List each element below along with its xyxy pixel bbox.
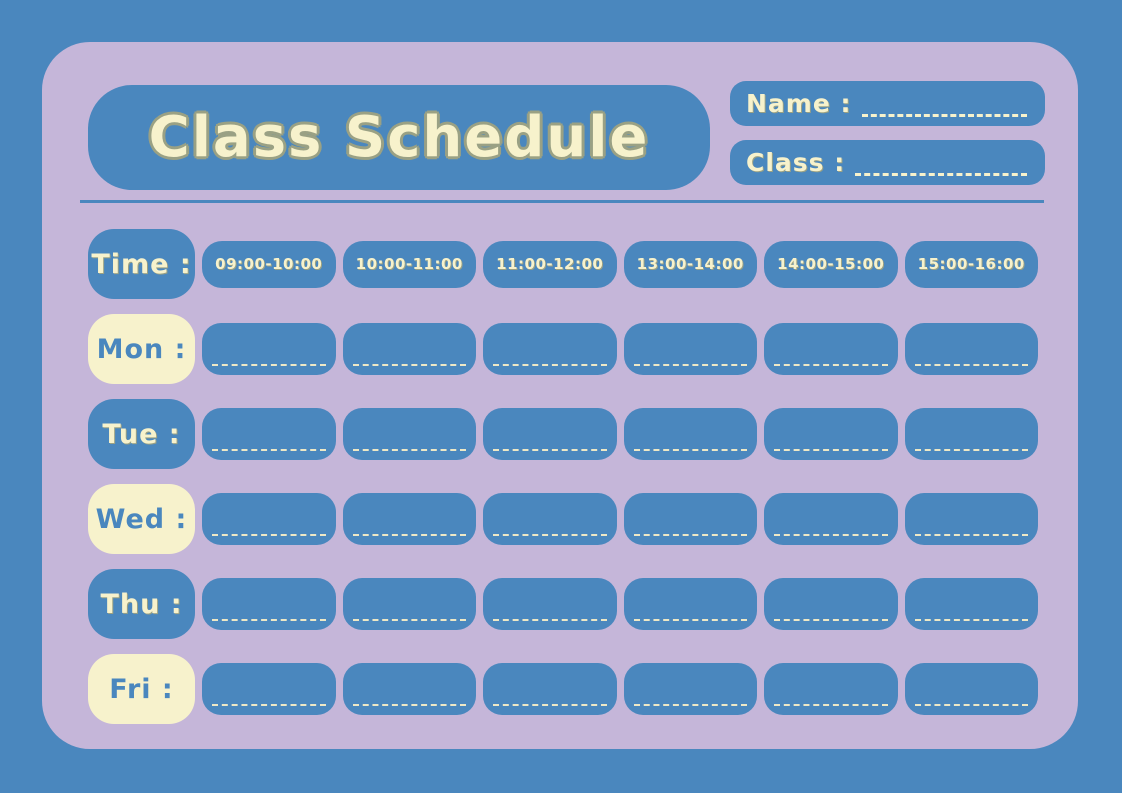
cell-blank-line — [633, 619, 747, 621]
cell-blank-line — [352, 364, 466, 366]
cell-blank-line — [633, 449, 747, 451]
cell-blank-line — [493, 619, 607, 621]
page-title: Class Schedule — [148, 105, 650, 170]
schedule-cell-thu-6[interactable] — [904, 578, 1038, 630]
cell-blank-line — [774, 364, 888, 366]
time-label: Time : — [88, 229, 195, 299]
schedule-cell-thu-1[interactable] — [202, 578, 336, 630]
day-label-mon: Mon : — [88, 314, 195, 384]
schedule-cell-mon-5[interactable] — [764, 323, 898, 375]
class-label: Class : — [746, 148, 846, 177]
cell-blank-line — [212, 619, 326, 621]
cell-blank-line — [633, 364, 747, 366]
schedule-cell-fri-4[interactable] — [623, 663, 757, 715]
schedule-row-wed: Wed : — [88, 484, 1038, 554]
header-divider — [80, 200, 1044, 203]
schedule-cell-mon-6[interactable] — [904, 323, 1038, 375]
schedule-cell-wed-5[interactable] — [764, 493, 898, 545]
schedule-row-thu: Thu : — [88, 569, 1038, 639]
cell-blank-line — [212, 534, 326, 536]
schedule-cell-tue-2[interactable] — [342, 408, 476, 460]
schedule-cell-mon-2[interactable] — [342, 323, 476, 375]
cell-blank-line — [493, 534, 607, 536]
cell-blank-line — [493, 704, 607, 706]
time-slot-2: 10:00-11:00 — [342, 240, 476, 288]
schedule-cell-mon-1[interactable] — [202, 323, 336, 375]
day-label-thu: Thu : — [88, 569, 195, 639]
day-label-fri: Fri : — [88, 654, 195, 724]
cell-blank-line — [352, 619, 466, 621]
cell-blank-line — [914, 364, 1028, 366]
schedule-card: Class Schedule Name : Class : Time :09:0… — [42, 42, 1078, 749]
schedule-cell-tue-3[interactable] — [483, 408, 617, 460]
name-blank-line[interactable] — [861, 114, 1027, 117]
cell-blank-line — [914, 704, 1028, 706]
schedule-cell-mon-4[interactable] — [623, 323, 757, 375]
time-slot-1: 09:00-10:00 — [202, 240, 336, 288]
day-label-wed: Wed : — [88, 484, 195, 554]
schedule-cell-fri-2[interactable] — [342, 663, 476, 715]
name-label: Name : — [746, 89, 852, 118]
schedule-cell-tue-4[interactable] — [623, 408, 757, 460]
title-box: Class Schedule — [88, 85, 710, 190]
schedule-row-tue: Tue : — [88, 399, 1038, 469]
schedule-cell-fri-5[interactable] — [764, 663, 898, 715]
cell-blank-line — [352, 534, 466, 536]
schedule-cell-thu-5[interactable] — [764, 578, 898, 630]
schedule-cell-thu-3[interactable] — [483, 578, 617, 630]
cell-blank-line — [914, 534, 1028, 536]
time-slot-5: 14:00-15:00 — [764, 240, 898, 288]
day-label-tue: Tue : — [88, 399, 195, 469]
cell-blank-line — [352, 449, 466, 451]
schedule-cell-fri-3[interactable] — [483, 663, 617, 715]
class-field[interactable]: Class : — [730, 140, 1045, 185]
schedule-cell-mon-3[interactable] — [483, 323, 617, 375]
schedule-cell-wed-6[interactable] — [904, 493, 1038, 545]
time-slot-6: 15:00-16:00 — [904, 240, 1038, 288]
cell-blank-line — [212, 364, 326, 366]
schedule-row-fri: Fri : — [88, 654, 1038, 724]
class-blank-line[interactable] — [855, 173, 1027, 176]
cell-blank-line — [633, 534, 747, 536]
schedule-cell-wed-3[interactable] — [483, 493, 617, 545]
schedule-cell-wed-4[interactable] — [623, 493, 757, 545]
cell-blank-line — [493, 364, 607, 366]
schedule-row-mon: Mon : — [88, 314, 1038, 384]
cell-blank-line — [774, 619, 888, 621]
schedule-cell-wed-2[interactable] — [342, 493, 476, 545]
schedule-cell-thu-2[interactable] — [342, 578, 476, 630]
cell-blank-line — [914, 449, 1028, 451]
name-field[interactable]: Name : — [730, 81, 1045, 126]
cell-blank-line — [774, 534, 888, 536]
time-header-row: Time :09:00-10:00 10:00-11:00 11:00-12:00 1… — [88, 229, 1038, 299]
schedule-cell-thu-4[interactable] — [623, 578, 757, 630]
schedule-grid: Time :09:00-10:00 10:00-11:00 11:00-12:00 1… — [88, 229, 1038, 724]
cell-blank-line — [212, 449, 326, 451]
schedule-cell-tue-5[interactable] — [764, 408, 898, 460]
cell-blank-line — [212, 704, 326, 706]
cell-blank-line — [774, 449, 888, 451]
cell-blank-line — [774, 704, 888, 706]
schedule-cell-fri-6[interactable] — [904, 663, 1038, 715]
time-slot-3: 11:00-12:00 — [483, 240, 617, 288]
schedule-cell-tue-1[interactable] — [202, 408, 336, 460]
cell-blank-line — [352, 704, 466, 706]
schedule-cell-tue-6[interactable] — [904, 408, 1038, 460]
schedule-cell-fri-1[interactable] — [202, 663, 336, 715]
schedule-cell-wed-1[interactable] — [202, 493, 336, 545]
cell-blank-line — [914, 619, 1028, 621]
cell-blank-line — [493, 449, 607, 451]
cell-blank-line — [633, 704, 747, 706]
time-slot-4: 13:00-14:00 — [623, 240, 757, 288]
